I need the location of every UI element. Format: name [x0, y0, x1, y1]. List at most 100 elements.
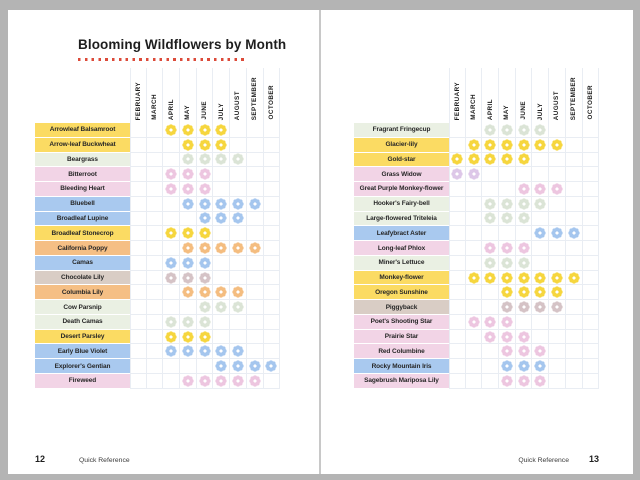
flower-icon: [165, 257, 177, 269]
bloom-cell: [515, 152, 533, 168]
bloom-cell: [515, 300, 533, 315]
flower-icon: [484, 198, 496, 210]
bloom-cell: [465, 344, 483, 360]
row-label: Beargrass: [35, 152, 130, 168]
bloom-cell: [549, 270, 566, 286]
bloom-cell: [465, 211, 483, 227]
bloom-cell: [163, 196, 181, 212]
table-row: Bleeding Heart: [35, 182, 281, 197]
table-row: Oregon Sunshine: [354, 285, 600, 301]
row-label: Miner's Lettuce: [354, 255, 449, 271]
bloom-cell: [180, 374, 197, 389]
table-row: Great Purple Monkey-flower: [354, 182, 600, 197]
bloom-table-page-12: FEBRUARY MARCH APRIL MAY JUNE JULY AUGUST SEPTE…: [35, 68, 281, 389]
footer-section-left: Quick Reference: [79, 457, 130, 464]
month-header: FEBRUARY: [130, 68, 147, 123]
row-cells: [130, 226, 281, 242]
flower-icon: [232, 242, 244, 254]
flower-icon: [484, 271, 496, 284]
bloom-cell: [515, 211, 533, 227]
bloom-cell: [146, 374, 164, 389]
bloom-cell: [196, 196, 214, 212]
bloom-cell: [196, 329, 214, 345]
bloom-cell: [582, 241, 600, 256]
bloom-cell: [130, 196, 147, 212]
bloom-cell: [532, 226, 550, 242]
month-label: APRIL: [486, 98, 494, 120]
bloom-cell: [146, 270, 164, 286]
bloom-cell: [549, 344, 566, 360]
bloom-cell: [465, 314, 483, 330]
flower-icon: [165, 124, 177, 136]
bloom-cell: [449, 137, 466, 153]
row-cells: [130, 359, 281, 375]
bloom-cell: [565, 344, 583, 360]
bloom-cell: [146, 344, 164, 360]
table-row: Bitterroot: [35, 167, 281, 183]
bloom-cell: [246, 123, 264, 138]
row-cells: [449, 329, 600, 345]
bloom-cell: [549, 285, 566, 301]
page-left: Blooming Wildflowers by Month FEBRUARY MA…: [8, 10, 320, 474]
bloom-cell: [499, 226, 516, 242]
bloom-cell: [482, 167, 500, 183]
bloom-cell: [196, 211, 214, 227]
flower-icon: [517, 375, 530, 387]
bloom-cell: [263, 196, 281, 212]
month-header-row: FEBRUARY MARCH APRIL MAY JUNE JULY AUGUST SEPTE…: [130, 68, 281, 123]
row-label: Gold-star: [354, 152, 449, 168]
month-label: JULY: [536, 102, 544, 120]
bloom-cell: [465, 359, 483, 375]
row-label: Fragrant Fringecup: [354, 123, 449, 138]
bloom-cell: [449, 270, 466, 286]
bloom-cell: [146, 241, 164, 256]
month-header: APRIL: [482, 68, 500, 123]
bloom-cell: [180, 300, 197, 315]
month-header: MAY: [499, 68, 516, 123]
bloom-cell: [263, 255, 281, 271]
flower-icon: [551, 301, 563, 313]
flower-icon: [182, 139, 194, 151]
bloom-cell: [246, 211, 264, 227]
bloom-cell: [565, 314, 583, 330]
bloom-cell: [130, 374, 147, 389]
month-header: JULY: [532, 68, 550, 123]
flower-icon: [484, 316, 496, 328]
bloom-cell: [549, 123, 566, 138]
table-row: Monkey-flower: [354, 270, 600, 286]
bloom-cell: [515, 359, 533, 375]
bloom-cell: [180, 211, 197, 227]
flower-icon: [501, 242, 513, 254]
bloom-cell: [163, 314, 181, 330]
bloom-cell: [180, 196, 197, 212]
bloom-cell: [180, 152, 197, 168]
flower-icon: [215, 198, 227, 210]
bloom-cell: [499, 300, 516, 315]
row-cells: [449, 241, 600, 256]
bloom-cell: [230, 344, 247, 360]
bloom-cell: [163, 285, 181, 301]
table-row: Chocolate Lily: [35, 270, 281, 286]
flower-icon: [249, 360, 261, 372]
bloom-cell: [532, 314, 550, 330]
bloom-cell: [130, 270, 147, 286]
flower-icon: [215, 124, 227, 136]
bloom-cell: [263, 182, 281, 197]
row-cells: [449, 255, 600, 271]
flower-icon: [215, 301, 227, 313]
bloom-cell: [482, 344, 500, 360]
flower-icon: [534, 227, 546, 239]
flower-icon: [198, 183, 211, 195]
row-cells: [130, 182, 281, 197]
bloom-cell: [482, 196, 500, 212]
bloom-cell: [532, 300, 550, 315]
bloom-cell: [532, 329, 550, 345]
bloom-cell: [196, 314, 214, 330]
bloom-cell: [230, 270, 247, 286]
bloom-cell: [180, 270, 197, 286]
flower-icon: [182, 345, 194, 357]
bloom-cell: [532, 167, 550, 183]
bloom-cell: [230, 182, 247, 197]
flower-icon: [451, 168, 463, 180]
bloom-cell: [482, 300, 500, 315]
